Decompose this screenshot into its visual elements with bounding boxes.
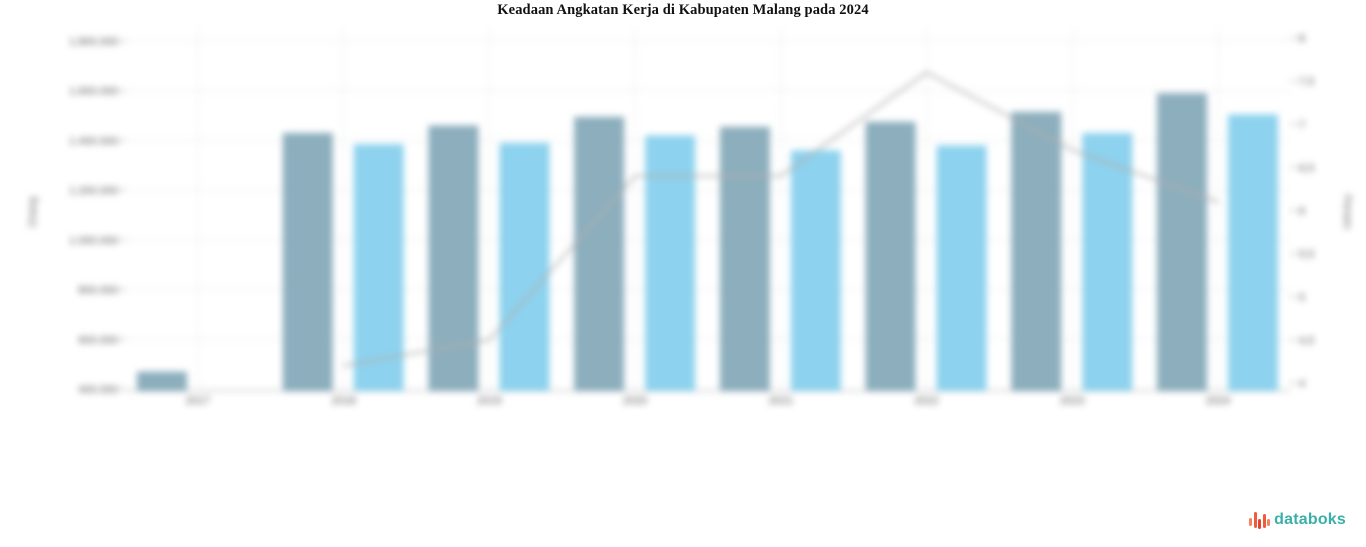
bar-light-2019 [499,142,550,391]
left-tick-label: 1.200.000 [69,185,118,197]
bar-light-2022 [936,145,987,391]
databoks-logo[interactable]: databoks [1249,510,1346,530]
bar-dark-2021 [719,126,770,391]
bar-light-2018 [353,144,404,391]
x-tick-label: 2020 [623,395,647,407]
right-tick-label: 8 [1299,33,1305,45]
bar-dark-2020 [574,116,625,392]
chart-area: 400.000 600.000 800.000 1.000.000 1.200.000 1… [27,28,1353,407]
logo-bar [1262,513,1266,528]
chart-title: Keadaan Angkatan Kerja di Kabupaten Mala… [497,2,869,18]
right-tick-label: 5,5 [1299,249,1314,261]
left-tick-label: 1.800.000 [69,36,118,48]
bar-dark-2023 [1011,111,1062,391]
bar-dark-2019 [428,125,479,391]
bar-light-2024 [1227,114,1278,391]
line-series-path [342,71,1219,367]
chart-canvas: 400.000 600.000 800.000 1.000.000 1.200.000 1… [27,28,1353,407]
bar-dark-2017 [137,371,187,391]
databoks-logo-text: databoks [1274,511,1346,528]
right-tick-label: 5 [1299,292,1305,304]
left-tick-label: 800.000 [78,285,118,297]
right-tick-label: 4,5 [1299,335,1314,347]
logo-bar [1253,512,1257,528]
logo-bar [1258,518,1262,529]
right-tick-label: 6,5 [1299,162,1314,174]
right-tick-label: 4 [1299,378,1305,390]
right-tick-label: 6 [1299,206,1305,218]
bar-dark-2022 [865,121,916,392]
bar-dark-2024 [1156,93,1207,391]
left-tick-label: 400.000 [78,384,118,396]
left-tick-label: 600.000 [78,334,118,346]
logo-bar [1267,519,1271,526]
x-tick-label: 2021 [769,395,793,407]
x-tick-label: 2017 [186,395,210,407]
x-tick-label: 2018 [331,395,355,407]
left-axis-title: Orang [27,197,39,228]
logo-bar [1249,518,1253,526]
databoks-logo-icon [1249,510,1271,530]
right-tick-label: 7,5 [1299,76,1314,88]
x-tick-label: 2019 [477,395,501,407]
right-tick-label: 7 [1299,119,1305,131]
x-tick-label: 2022 [914,395,938,407]
left-tick-label: 1.000.000 [69,235,118,247]
left-tick-label: 1.600.000 [69,86,118,98]
bar-light-2020 [645,135,696,391]
bar-light-2023 [1082,132,1133,391]
left-tick-label: 1.400.000 [69,135,118,147]
x-tick-label: 2023 [1060,395,1084,407]
x-tick-label: 2024 [1206,395,1230,407]
bar-light-2021 [790,150,841,391]
right-axis-title: Persen [1341,195,1353,230]
bar-dark-2018 [282,132,333,391]
